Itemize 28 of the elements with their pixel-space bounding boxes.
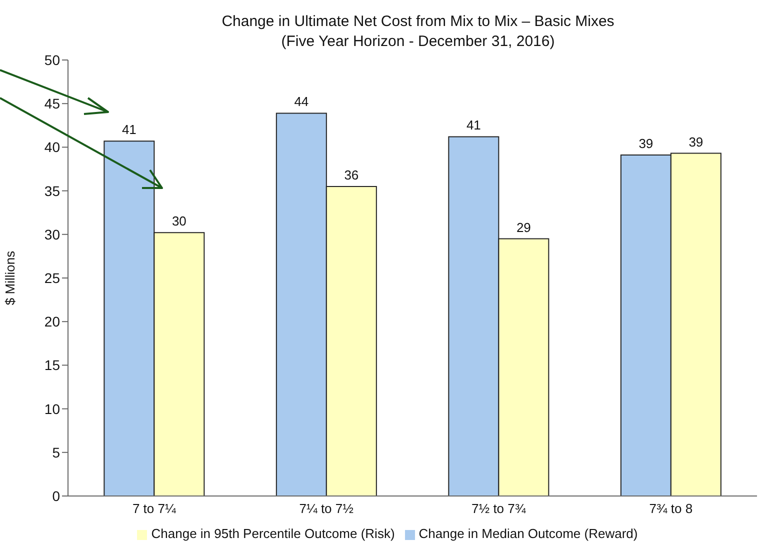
y-tick-label: 10 [44,400,60,417]
x-tick-label: 7½ to 7¾ [472,501,526,516]
y-tick-label: 30 [44,226,60,242]
data-label: 41 [466,118,481,133]
legend-label: Change in 95th Percentile Outcome (Risk) [151,526,395,541]
y-tick-label: 45 [44,96,60,112]
y-tick-label: 25 [44,270,60,286]
data-label: 30 [172,214,186,229]
x-tick-label: 7¼ to 7½ [299,501,354,516]
y-tick-label: 50 [44,52,60,68]
data-label: 36 [344,167,359,182]
chart-title: Change in Ultimate Net Cost from Mix to Mix – Basic Mixes [220,12,616,32]
y-axis-title: $ Millions [2,250,18,306]
y-tick-label: 5 [52,444,60,460]
y-tick-label: 0 [52,488,60,504]
y-tick-label: 15 [44,357,60,374]
x-tick-label: 7¾ to 8 [649,501,693,516]
data-label: 44 [294,94,309,110]
legend-label: Change in Median Outcome (Reward) [418,526,638,541]
data-label: 39 [638,136,654,152]
data-label: 39 [688,134,704,150]
y-tick-label: 35 [44,182,60,199]
y-tick-label: 40 [44,139,60,156]
data-label: 29 [516,220,531,235]
chart-subtitle: (Five Year Horizon - December 31, 2016) [280,32,556,52]
y-tick-label: 20 [44,314,60,330]
data-label: 41 [122,122,136,138]
x-tick-label: 7 to 7¼ [132,501,176,516]
